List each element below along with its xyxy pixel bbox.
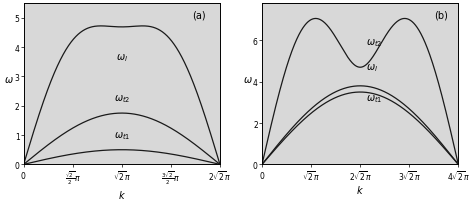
Text: $\omega_l$: $\omega_l$ — [366, 62, 378, 74]
Text: $\omega_{t2}$: $\omega_{t2}$ — [366, 37, 383, 49]
Text: $\omega_{t1}$: $\omega_{t1}$ — [366, 93, 383, 105]
Text: $\omega_{t1}$: $\omega_{t1}$ — [114, 130, 130, 142]
Text: $\omega_{t2}$: $\omega_{t2}$ — [114, 92, 130, 104]
X-axis label: $k$: $k$ — [118, 188, 126, 200]
Y-axis label: $\omega$: $\omega$ — [4, 74, 14, 84]
X-axis label: $k$: $k$ — [356, 184, 364, 195]
Text: $\omega_l$: $\omega_l$ — [116, 52, 128, 63]
Text: (a): (a) — [192, 11, 206, 21]
Y-axis label: $\omega$: $\omega$ — [243, 74, 252, 84]
Text: (b): (b) — [435, 11, 448, 21]
